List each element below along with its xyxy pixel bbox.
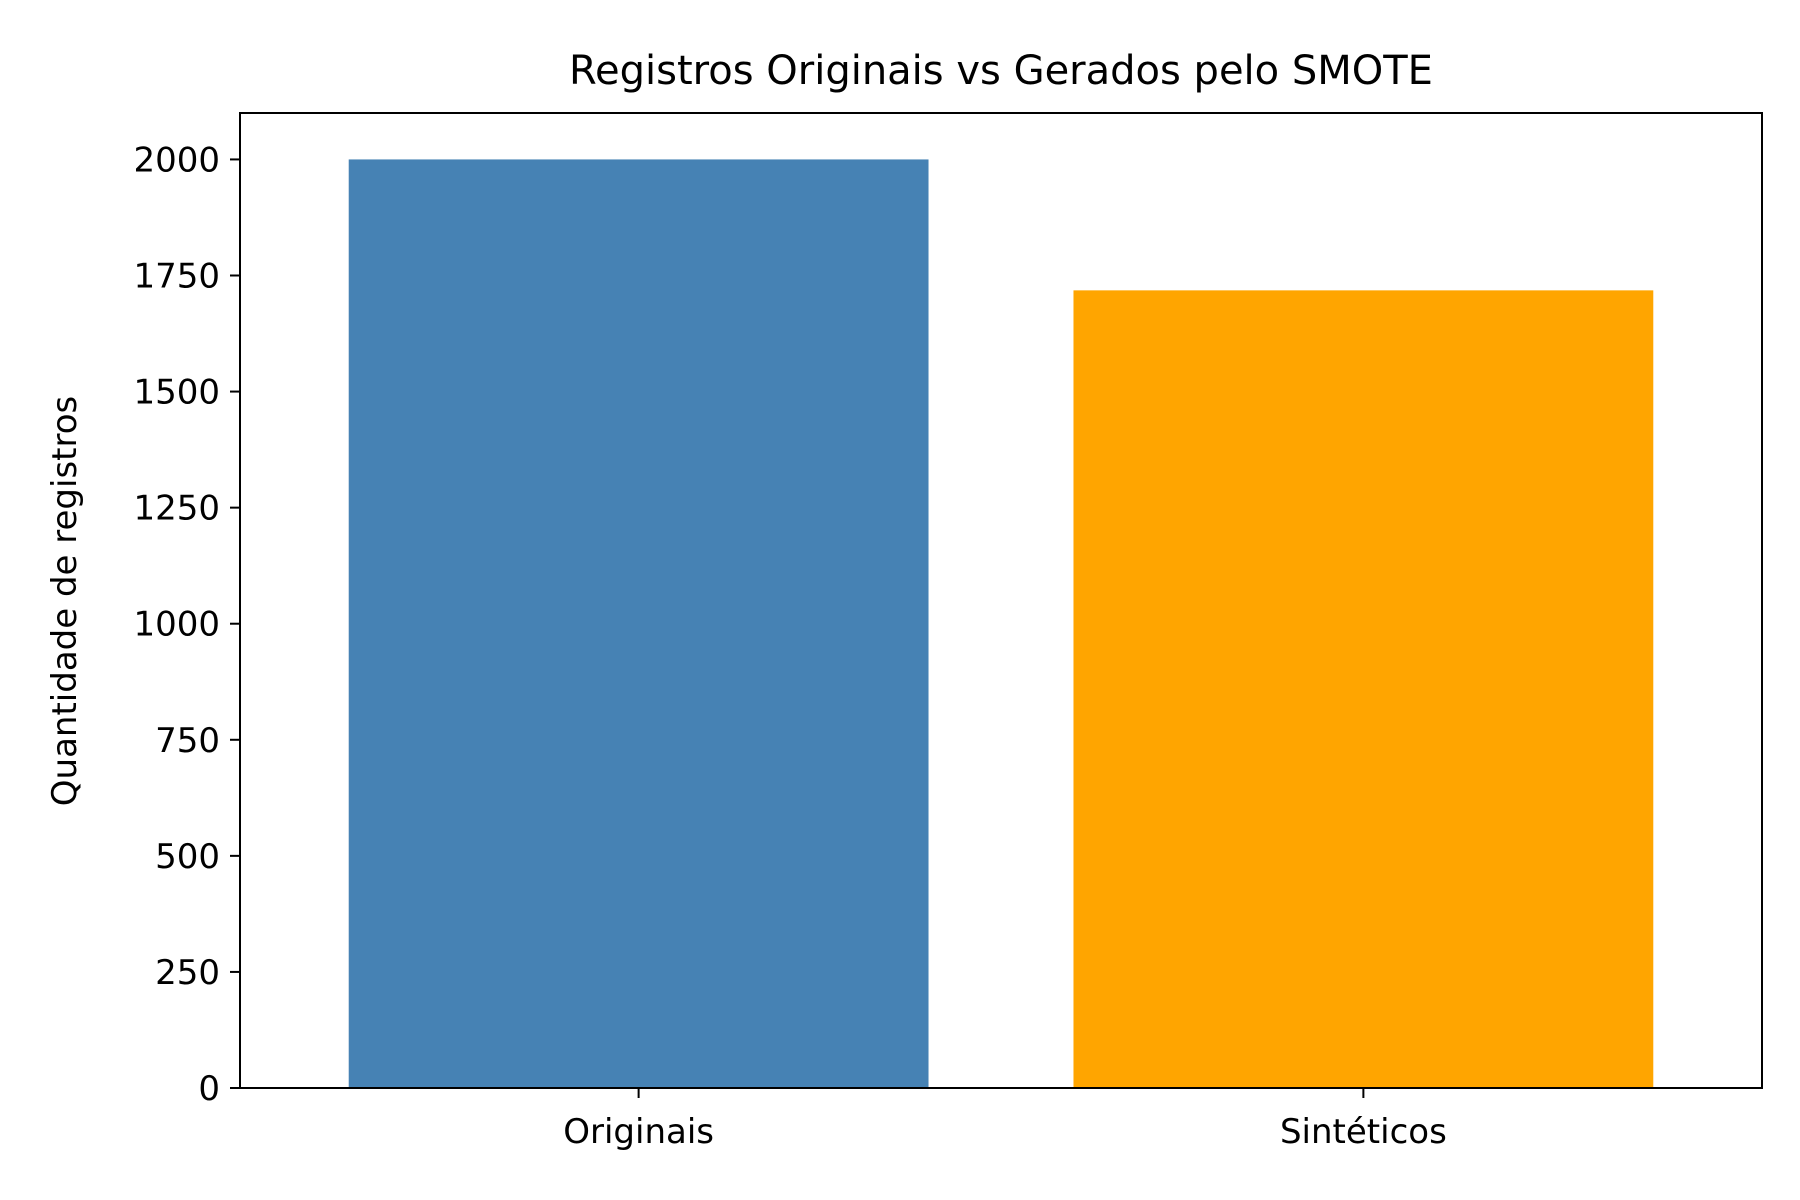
- y-tick-label: 250: [155, 953, 220, 993]
- y-axis: 0 250 500 750 1000 1250 1500 1750 2000: [133, 140, 240, 1109]
- y-tick-label: 500: [155, 837, 220, 877]
- y-tick-label: 750: [155, 721, 220, 761]
- y-tick-label: 1250: [133, 489, 220, 529]
- chart-title: Registros Originais vs Gerados pelo SMOT…: [569, 48, 1433, 94]
- bar-sint-ticos: [1073, 290, 1654, 1088]
- y-tick-label: 1750: [133, 257, 220, 297]
- y-axis-label: Quantidade de registros: [45, 396, 85, 806]
- plot-frame: [239, 112, 1763, 1089]
- bars-group: [348, 159, 1654, 1088]
- x-axis: Originais Sintéticos: [563, 1088, 1447, 1152]
- y-tick-label: 2000: [133, 140, 220, 180]
- y-tick-label: 1500: [133, 373, 220, 413]
- x-tick-label: Originais: [563, 1112, 714, 1152]
- x-tick-label: Sintéticos: [1280, 1112, 1447, 1152]
- y-tick-label: 0: [198, 1069, 220, 1109]
- y-tick-label: 1000: [133, 605, 220, 645]
- bar-originais: [348, 159, 929, 1088]
